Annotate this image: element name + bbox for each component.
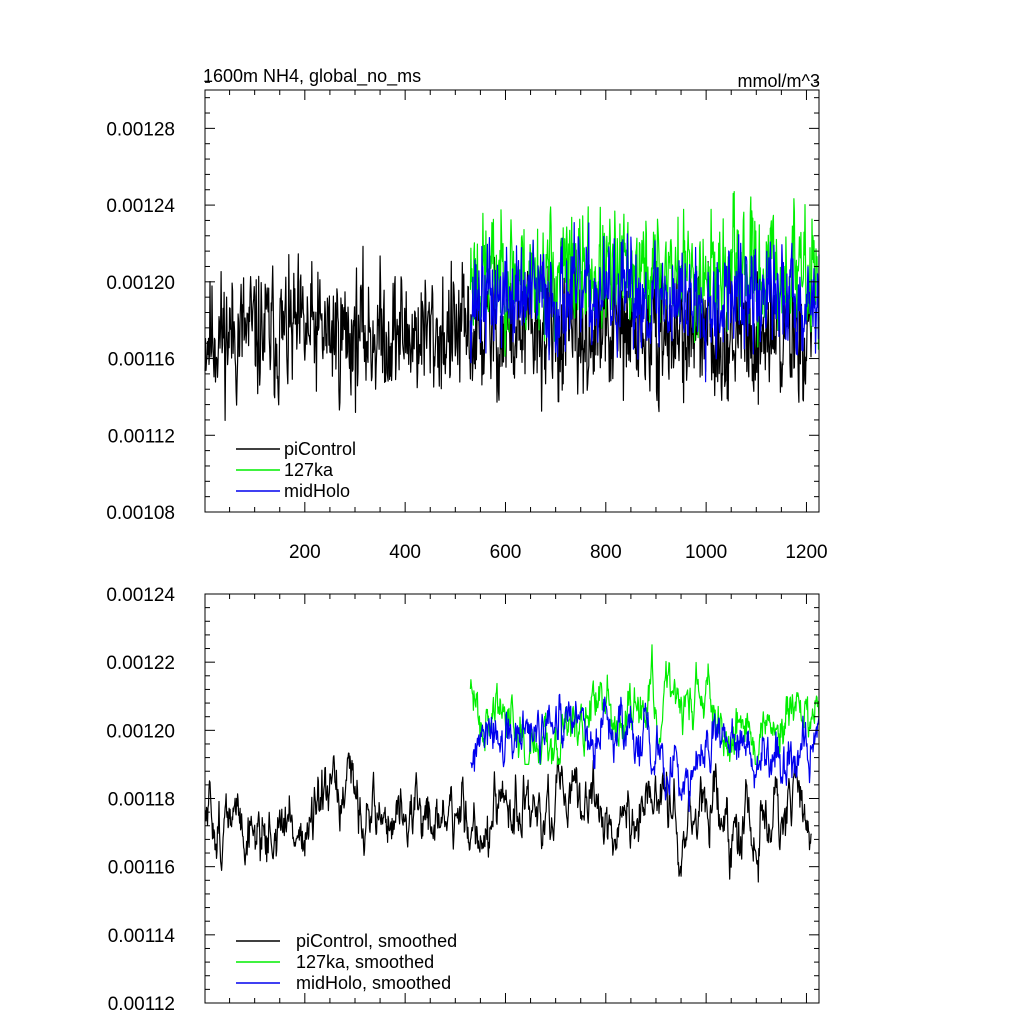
top-panel: 1600m NH4, global_no_ms mmol/m^3 200 400 6… [106,66,827,563]
x-tick-label: 1000 [685,542,727,563]
y-tick-label: 0.00112 [108,426,175,447]
x-tick-label: 1200 [785,542,827,563]
y-tick-label: 0.00122 [106,653,175,674]
legend-label: 127ka [284,460,334,480]
y-tick-label: 0.00120 [106,273,175,294]
legend-label: 127ka, smoothed [296,952,434,972]
series-line-1-0 [204,752,812,883]
y-tick-label: 0.00112 [108,994,175,1015]
y-tick-label: 0.00118 [108,790,175,811]
series-line-1-2 [470,693,820,813]
y-tick-label: 0.00124 [106,585,175,606]
bottom-panel: 0.00112 0.00114 0.00116 0.00118 0.00120 0.001… [106,585,820,1015]
legend-label: midHolo, smoothed [296,973,451,993]
top-tick-layer: 200 400 600 800 1000 1200 0.00108 0.00112 0.0011… [106,81,828,563]
top-panel-title: 1600m NH4, global_no_ms [203,66,421,87]
y-tick-label: 0.00116 [108,350,175,371]
legend-label: midHolo [284,481,350,501]
legend-label: piControl, smoothed [296,931,457,951]
y-tick-label: 0.00108 [106,503,175,524]
legend-label: piControl [284,439,356,459]
x-tick-label: 200 [289,542,321,563]
series-line-1-1 [469,644,820,765]
y-tick-label: 0.00120 [106,721,175,742]
y-tick-label: 0.00128 [106,119,175,140]
x-tick-label: 600 [490,542,522,563]
top-plot-frame [204,89,820,513]
y-tick-label: 0.00124 [106,196,175,217]
series-line-0-2 [469,222,820,383]
bottom-tick-layer: 0.00112 0.00114 0.00116 0.00118 0.00120 0.001… [106,585,819,1015]
y-tick-label: 0.00116 [108,858,175,879]
y-tick-label: 0.00114 [108,926,176,947]
top-series-layer [204,191,820,421]
top-panel-units: mmol/m^3 [738,71,820,91]
x-tick-label: 800 [590,542,622,563]
bottom-series-layer [204,644,820,883]
x-tick-label: 400 [389,542,421,563]
